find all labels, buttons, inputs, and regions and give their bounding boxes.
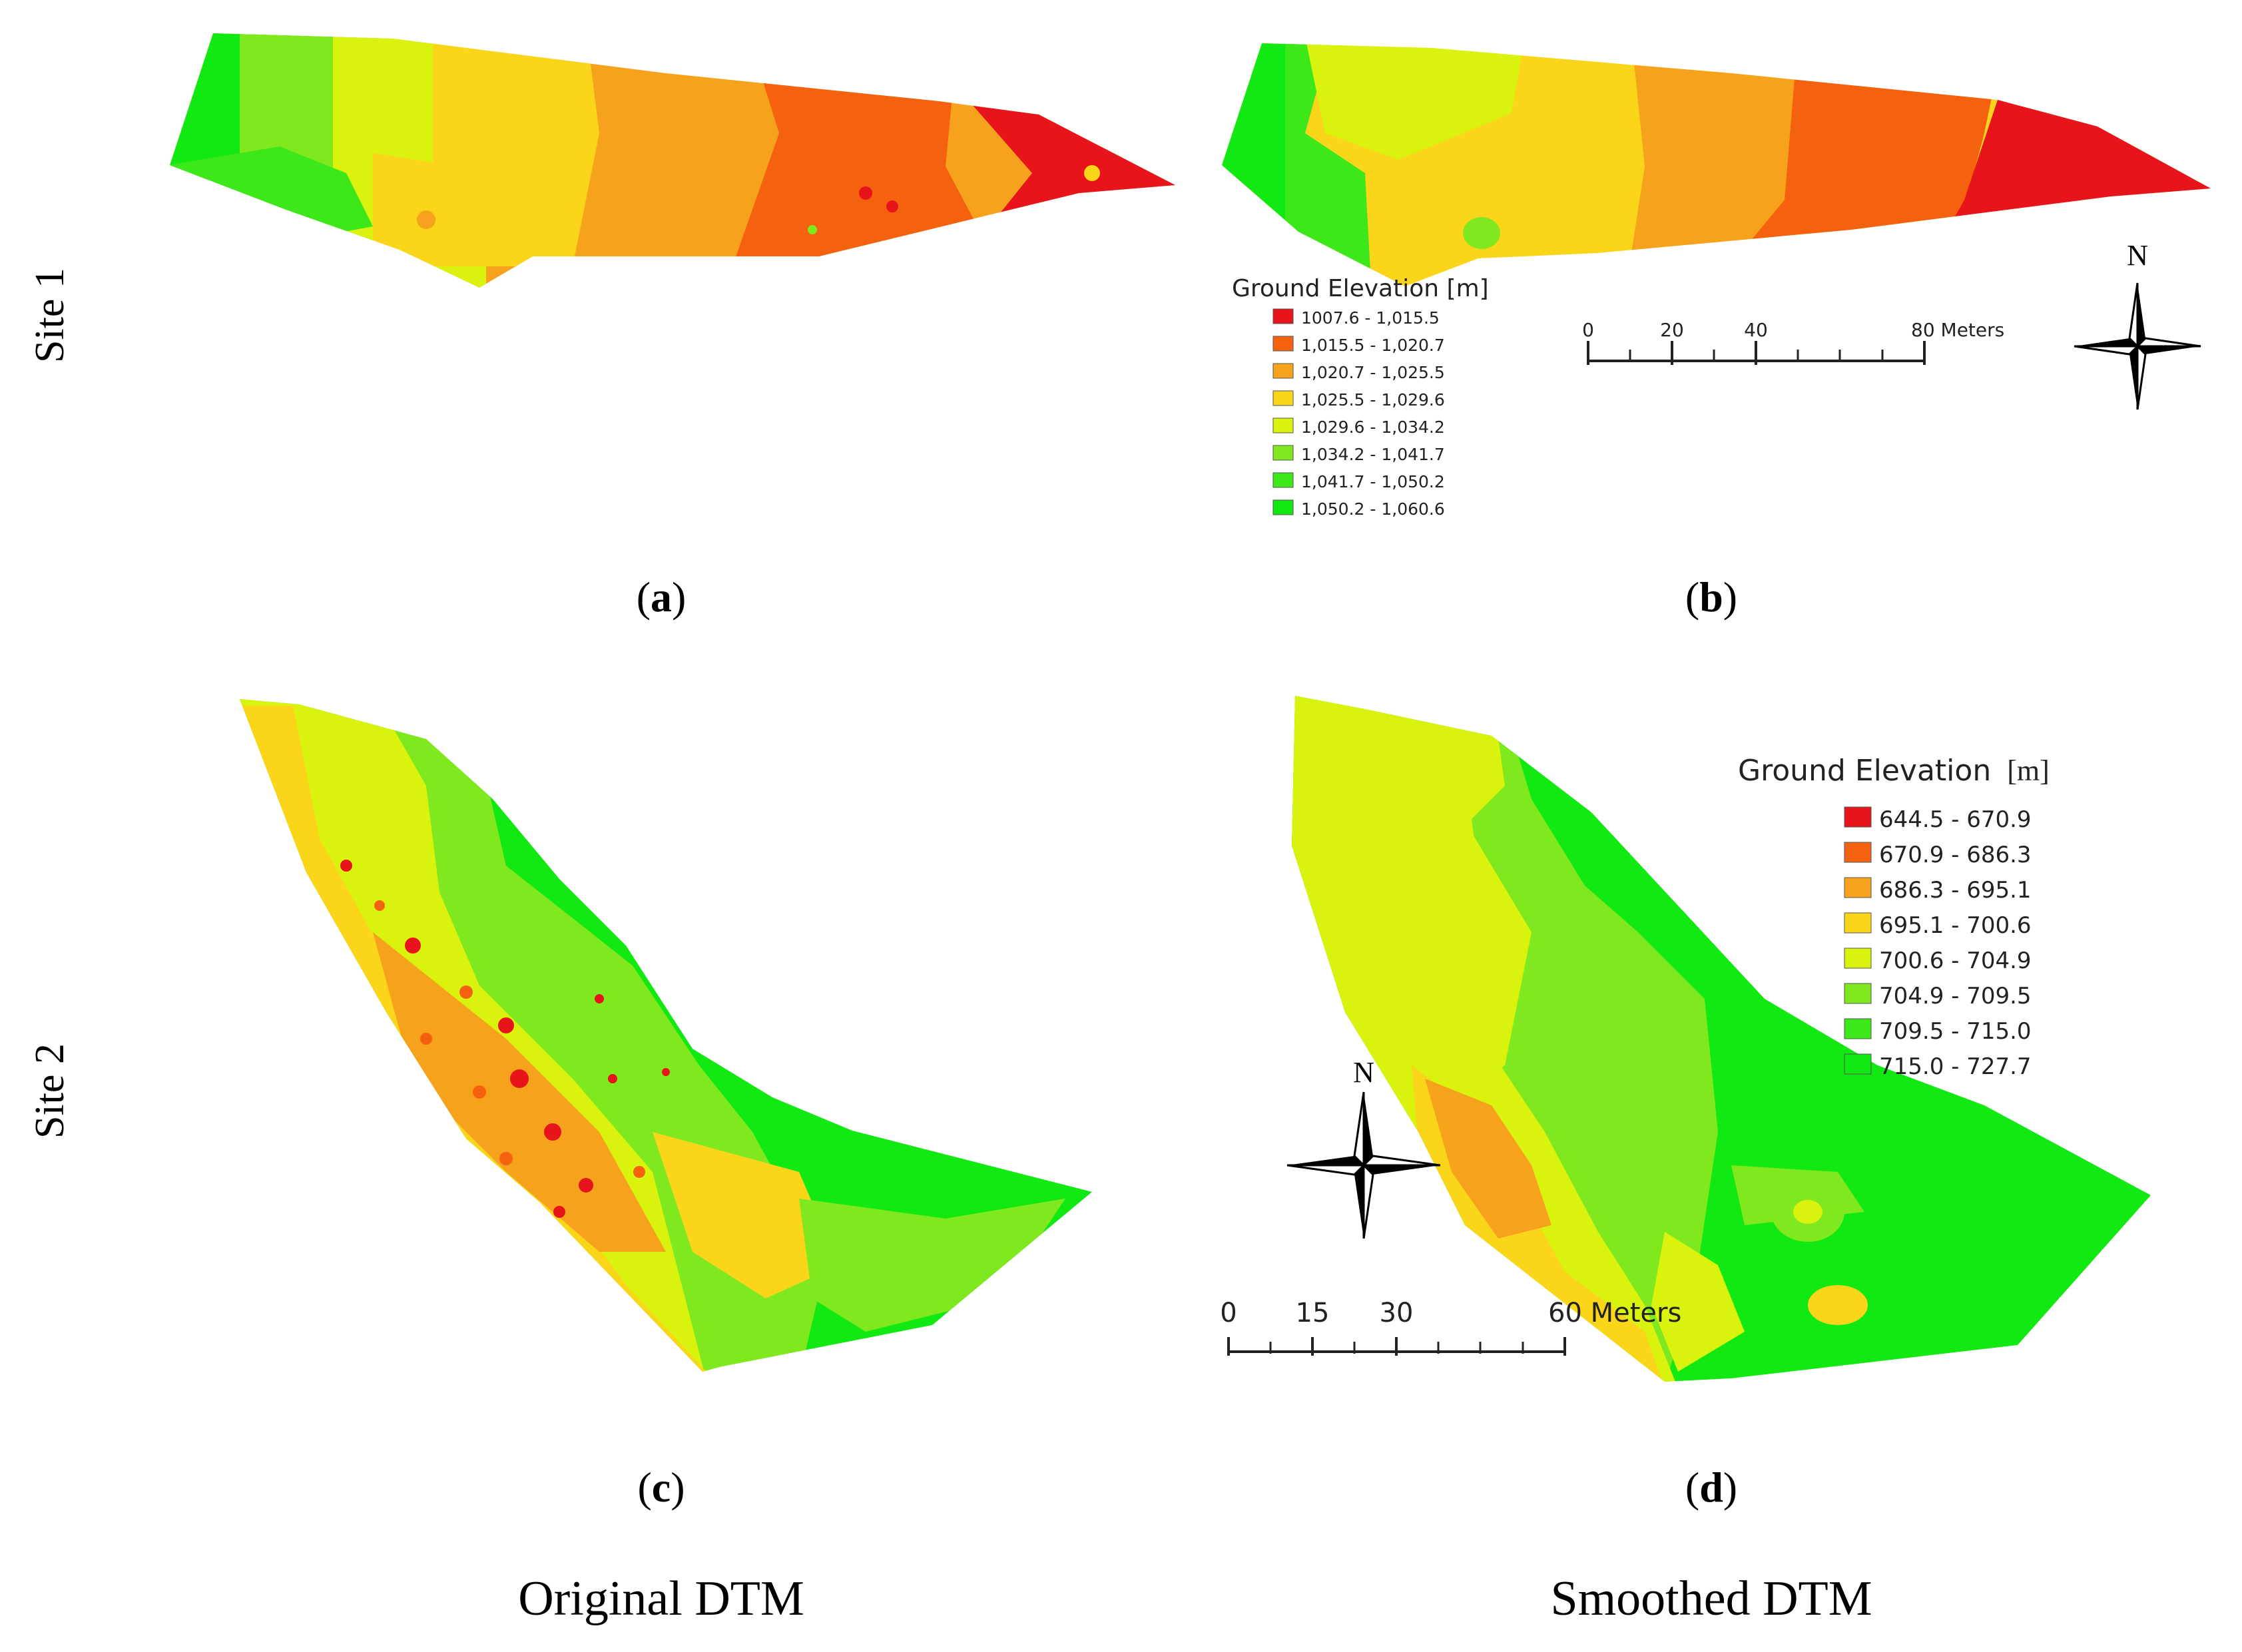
legend-title: Ground Elevation [m] xyxy=(1232,275,1489,302)
legend-item: 1007.6 - 1,015.5 xyxy=(1272,308,1440,328)
panel-label-a: (a) xyxy=(637,573,687,621)
legend-site2: Ground Elevation [m] 644.5 - 670.9 670.9 … xyxy=(1738,754,2050,1080)
map-site2-original xyxy=(240,699,1092,1372)
legend-item: 1,020.7 - 1,025.5 xyxy=(1272,363,1445,382)
legend-swatch xyxy=(1844,948,1872,969)
legend-swatch xyxy=(1844,912,1872,934)
column-label-original: Original DTM xyxy=(518,1571,804,1626)
legend-label: 1,034.2 - 1,041.7 xyxy=(1301,445,1445,464)
legend-label: 644.5 - 670.9 xyxy=(1879,806,2032,833)
panel-label-c: (c) xyxy=(637,1464,685,1511)
legend-item: 1,029.6 - 1,034.2 xyxy=(1272,417,1445,437)
svg-text:N: N xyxy=(1353,1056,1374,1089)
row-label-site-1: Site 1 xyxy=(27,268,73,363)
north-arrow-icon: N xyxy=(2074,239,2201,410)
map-site1-original xyxy=(170,33,1175,288)
svg-text:N: N xyxy=(2127,239,2148,272)
scale-tick-label: 0 xyxy=(1582,319,1594,341)
legend-label: 1,029.6 - 1,034.2 xyxy=(1301,417,1445,437)
legend-item: 695.1 - 700.6 xyxy=(1844,912,2032,939)
legend-item: 670.9 - 686.3 xyxy=(1844,842,2032,868)
legend-title: Ground Elevation [m] xyxy=(1738,754,2050,788)
scale-tick-label: 0 xyxy=(1220,1298,1237,1328)
legend-swatch xyxy=(1844,1053,1872,1075)
legend-item: 715.0 - 727.7 xyxy=(1844,1053,2032,1080)
panel-label-d: (d) xyxy=(1685,1464,1737,1511)
legend-swatch xyxy=(1272,499,1294,515)
legend-swatch xyxy=(1272,336,1294,352)
legend-swatch xyxy=(1272,472,1294,488)
legend-label: 1007.6 - 1,015.5 xyxy=(1301,308,1440,328)
legend-swatch xyxy=(1844,1018,1872,1039)
legend-site1: Ground Elevation [m] 1007.6 - 1,015.5 1,0… xyxy=(1232,275,1489,519)
legend-item: 1,015.5 - 1,020.7 xyxy=(1272,336,1445,355)
legend-label: 704.9 - 709.5 xyxy=(1879,983,2032,1009)
legend-label: 700.6 - 704.9 xyxy=(1879,948,2032,974)
legend-label: 686.3 - 695.1 xyxy=(1879,877,2032,904)
map-site1-smoothed xyxy=(1222,43,2211,286)
legend-label: 1,025.5 - 1,029.6 xyxy=(1301,390,1445,410)
scale-tick-label: 30 xyxy=(1380,1298,1414,1328)
legend-item: 644.5 - 670.9 xyxy=(1844,806,2032,833)
scale-bar-site1: 0 20 40 80 Meters xyxy=(1582,319,2004,365)
legend-item: 709.5 - 715.0 xyxy=(1844,1018,2032,1045)
legend-swatch xyxy=(1844,806,1872,828)
legend-item: 1,041.7 - 1,050.2 xyxy=(1272,472,1445,491)
legend-swatch xyxy=(1272,363,1294,379)
legend-swatch xyxy=(1272,390,1294,406)
legend-label: 695.1 - 700.6 xyxy=(1879,912,2032,939)
scale-tick-label: 15 xyxy=(1296,1298,1330,1328)
legend-swatch xyxy=(1272,417,1294,433)
scale-tick-label: 60 Meters xyxy=(1548,1298,1681,1328)
scale-tick-label: 20 xyxy=(1660,319,1684,341)
legend-item: 1,025.5 - 1,029.6 xyxy=(1272,390,1445,410)
legend-label: 670.9 - 686.3 xyxy=(1879,842,2032,868)
legend-swatch xyxy=(1844,877,1872,898)
legend-item: 1,050.2 - 1,060.6 xyxy=(1272,499,1445,519)
scale-tick-label: 80 Meters xyxy=(1911,319,2004,341)
scale-bar-site2: 0 15 30 60 Meters xyxy=(1220,1298,1681,1356)
legend-swatch xyxy=(1844,842,1872,863)
row-label-site-2: Site 2 xyxy=(27,1043,73,1139)
legend-item: 686.3 - 695.1 xyxy=(1844,877,2032,904)
legend-label: 715.0 - 727.7 xyxy=(1879,1053,2032,1080)
legend-label: 1,050.2 - 1,060.6 xyxy=(1301,499,1445,519)
column-label-smoothed: Smoothed DTM xyxy=(1550,1571,1872,1626)
legend-label: 1,020.7 - 1,025.5 xyxy=(1301,363,1445,382)
legend-label: 709.5 - 715.0 xyxy=(1879,1018,2032,1045)
legend-item: 704.9 - 709.5 xyxy=(1844,983,2032,1009)
panel-label-b: (b) xyxy=(1685,573,1737,621)
legend-swatch xyxy=(1272,308,1294,324)
north-arrow-icon: N xyxy=(1286,1056,1441,1239)
scale-tick-label: 40 xyxy=(1744,319,1768,341)
legend-item: 1,034.2 - 1,041.7 xyxy=(1272,445,1445,464)
legend-swatch xyxy=(1844,983,1872,1004)
legend-item: 700.6 - 704.9 xyxy=(1844,948,2032,974)
legend-label: 1,015.5 - 1,020.7 xyxy=(1301,336,1445,355)
legend-swatch xyxy=(1272,445,1294,461)
legend-label: 1,041.7 - 1,050.2 xyxy=(1301,472,1445,491)
